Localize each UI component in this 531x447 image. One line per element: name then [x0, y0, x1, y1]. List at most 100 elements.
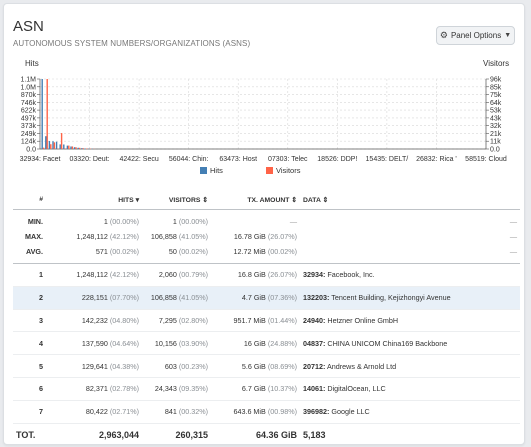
- summary-hits-pct: (42.12%): [110, 232, 139, 241]
- row-visitors-pct: (41.05%): [179, 293, 208, 302]
- left-tick-label: 870k: [21, 92, 37, 99]
- row-organization: Hetzner Online GmbH: [327, 316, 398, 325]
- row-number: 7: [13, 400, 46, 423]
- row-tx-pct: (01.44%): [268, 316, 297, 325]
- bar-hits: [67, 146, 68, 149]
- summary-row: MAX.1,248,112 (42.12%)106,858 (41.05%)16…: [13, 229, 520, 244]
- legend-swatch-hits: [200, 167, 207, 174]
- row-visitors: 2,060 (00.79%): [142, 264, 211, 287]
- left-tick-label: 1.0M: [20, 84, 36, 91]
- table-row[interactable]: 1 1,248,112 (42.12%)2,060 (00.79%) 16.8 Gi…: [13, 264, 520, 287]
- x-tick-label: 03320: Deut:: [70, 156, 110, 163]
- summary-hits-value: 571: [96, 247, 108, 256]
- row-tx-value: 6.7 GiB: [242, 384, 266, 393]
- bar-hits: [85, 148, 86, 149]
- gear-icon: ⚙: [440, 30, 448, 41]
- x-tick-label: 42422: Secu: [119, 156, 158, 163]
- row-organization: DigitalOcean, LLC: [327, 384, 385, 393]
- row-visitors-pct: (09.35%): [179, 384, 208, 393]
- row-hits: 228,151 (07.70%): [46, 286, 142, 309]
- row-visitors-pct: (00.32%): [179, 407, 208, 416]
- bar-visitors: [54, 142, 55, 149]
- row-hits: 129,641 (04.38%): [46, 355, 142, 378]
- row-tx-value: 16 GiB: [244, 339, 266, 348]
- summary-visitors: 106,858 (41.05%): [142, 229, 211, 244]
- left-tick-label: 497k: [21, 115, 37, 122]
- row-asn-number: 20712:: [303, 362, 325, 371]
- asn-table: # HITS ▾ VISITORS ⇕ TX. AMOUNT ⇕ DATA ⇕ …: [13, 190, 520, 447]
- left-tick-label: 746k: [21, 100, 37, 107]
- legend-label-hits: Hits: [210, 166, 223, 175]
- row-tx-value: 951.7 MiB: [233, 316, 265, 325]
- row-hits-value: 82,371: [86, 384, 108, 393]
- summary-tx-pct: (00.02%): [268, 247, 297, 256]
- col-data-sort[interactable]: DATA ⇕: [300, 190, 520, 210]
- summary-hits: 571 (00.02%): [46, 244, 142, 264]
- bar-visitors: [68, 146, 69, 149]
- row-visitors-value: 841: [165, 407, 177, 416]
- left-tick-label: 249k: [21, 131, 37, 138]
- bar-hits: [42, 79, 43, 149]
- summary-row: MIN.1 (00.00%)1 (00.00%)——: [13, 210, 520, 230]
- col-visitors-sort[interactable]: VISITORS ⇕: [142, 190, 211, 210]
- right-tick-label: 0.0: [490, 147, 500, 154]
- bar-hits: [70, 146, 71, 149]
- right-tick-label: 53k: [490, 108, 502, 115]
- row-hits-pct: (42.12%): [110, 270, 139, 279]
- bar-hits: [45, 136, 46, 149]
- bar-visitors: [75, 147, 76, 149]
- row-data: 20712: Andrews & Arnold Ltd: [300, 355, 520, 378]
- row-visitors-pct: (00.79%): [179, 270, 208, 279]
- summary-tx: 16.78 GiB (26.07%): [211, 229, 300, 244]
- x-tick-label: 63473: Host: [219, 156, 257, 163]
- right-tick-label: 32k: [490, 123, 502, 130]
- right-tick-label: 43k: [490, 115, 502, 122]
- bar-hits: [81, 148, 82, 149]
- row-hits-value: 142,232: [82, 316, 108, 325]
- row-hits: 80,422 (02.71%): [46, 400, 142, 423]
- row-hits-value: 1,248,112: [76, 270, 107, 279]
- row-hits: 137,590 (04.64%): [46, 332, 142, 355]
- row-data: 396982: Google LLC: [300, 400, 520, 423]
- row-hits-pct: (04.80%): [110, 316, 139, 325]
- summary-visitors: 50 (00.02%): [142, 244, 211, 264]
- legend-label-visitors: Visitors: [276, 166, 301, 175]
- x-tick-label: 18526: DDP!: [317, 156, 357, 163]
- row-visitors-pct: (02.80%): [179, 316, 208, 325]
- row-tx-value: 16.8 GiB: [238, 270, 266, 279]
- col-tx-sort[interactable]: TX. AMOUNT ⇕: [211, 190, 300, 210]
- row-visitors: 841 (00.32%): [142, 400, 211, 423]
- bar-hits: [52, 141, 53, 149]
- right-tick-label: 85k: [490, 84, 502, 91]
- row-number: 6: [13, 377, 46, 400]
- right-tick-label: 64k: [490, 100, 502, 107]
- left-tick-label: 124k: [21, 139, 37, 146]
- bar-visitors: [61, 133, 62, 149]
- caret-down-icon: ▼: [504, 32, 511, 39]
- row-visitors-pct: (00.23%): [179, 362, 208, 371]
- summary-hits-pct: (00.00%): [110, 217, 139, 226]
- row-hits-value: 129,641: [82, 362, 108, 371]
- row-asn-number: 32934:: [303, 270, 325, 279]
- bar-hits: [60, 144, 61, 149]
- panel-options-button[interactable]: ⚙ Panel Options ▼: [436, 26, 515, 45]
- row-number: 1: [13, 264, 46, 287]
- summary-label: AVG.: [13, 244, 46, 264]
- col-hits-sort[interactable]: HITS ▾: [46, 190, 142, 210]
- right-tick-label: 21k: [490, 131, 502, 138]
- legend-swatch-visitors: [266, 167, 273, 174]
- summary-hits-value: 1: [104, 217, 108, 226]
- total-hits: 2,963,044: [46, 423, 142, 447]
- left-axis-title: Hits: [25, 59, 39, 68]
- right-tick-label: 11k: [490, 139, 501, 146]
- summary-visitors-pct: (41.05%): [179, 232, 208, 241]
- row-tx-pct: (10.37%): [268, 384, 297, 393]
- summary-tx-value: 12.72 MiB: [233, 247, 265, 256]
